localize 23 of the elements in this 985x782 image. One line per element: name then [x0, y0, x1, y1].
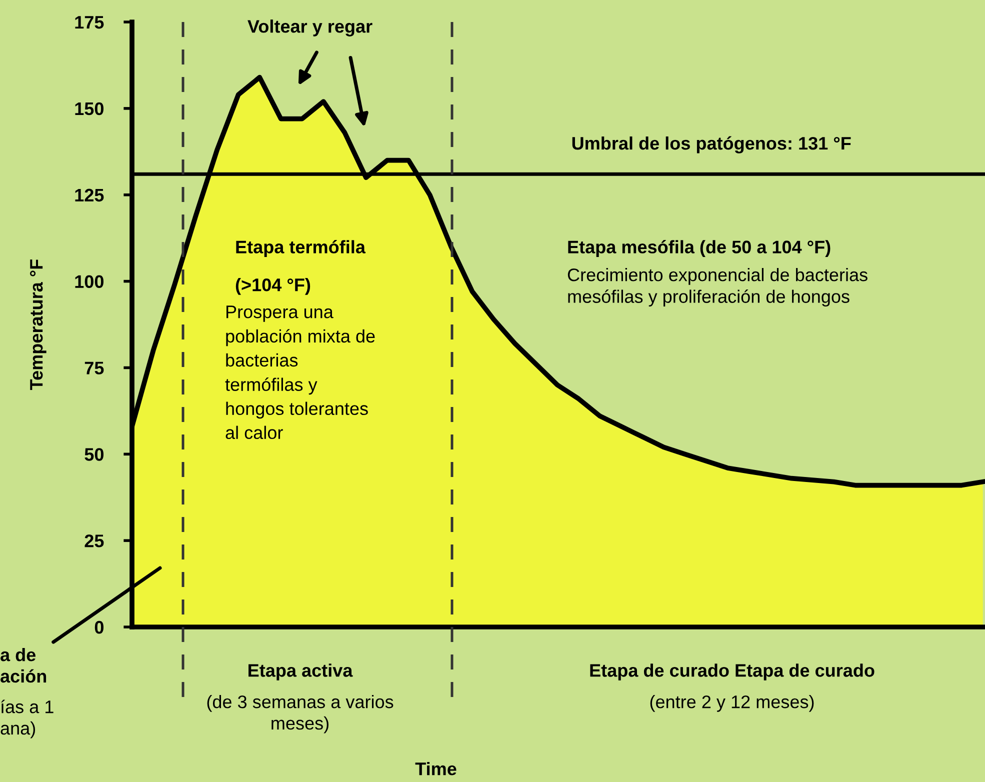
annotation: Prospera una población mixta de bacterias termófilas y hongos tolerantes al calor: [225, 306, 375, 440]
y-tick-label: 175: [75, 16, 104, 29]
annotation: Etapa termófila: [236, 240, 366, 257]
text: Etapa de curado Etapa de curado: [590, 664, 874, 680]
y-axis-title: Temperatura °F: [30, 260, 46, 390]
annotation: Etapa mesófila (de 50 a 104 °F): [568, 240, 830, 257]
y-tick-label: 125: [75, 188, 104, 202]
text: Etapa activa: [248, 664, 353, 680]
y-tick-label: 100: [75, 275, 104, 288]
y-tick-label: 150: [75, 102, 104, 116]
y-tick-label: 25: [84, 534, 104, 548]
text: (de 3 semanas a varios meses): [207, 695, 394, 734]
y-tick-label: 75: [84, 362, 104, 374]
ref-line-label: Umbral de los patógenos: 131 °F: [572, 136, 851, 154]
text: ías a 1 ana): [0, 700, 54, 738]
text: (entre 2 y 12 meses): [650, 695, 814, 712]
y-tick-label: 50: [84, 448, 104, 461]
annotation: Crecimiento exponencial de bacterias mesófilas y proliferación de hongos: [568, 268, 868, 307]
text: a de ación: [0, 648, 46, 683]
y-tick-label: 0: [94, 620, 104, 634]
text: Time: [415, 762, 456, 776]
annotation: (>104 °F): [236, 278, 310, 295]
annotation: Voltear y regar: [248, 20, 372, 36]
